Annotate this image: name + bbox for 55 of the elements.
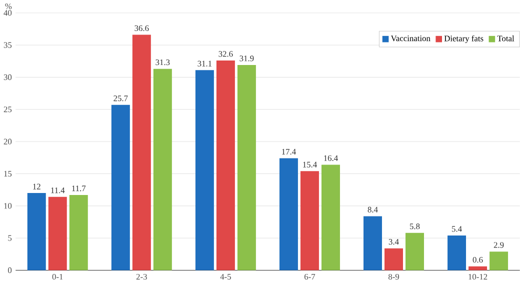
data-label: 25.7 bbox=[114, 95, 128, 102]
y-tick-label: 5 bbox=[8, 235, 12, 241]
legend-label: Vaccination bbox=[390, 35, 430, 42]
bar bbox=[132, 34, 151, 270]
bar bbox=[153, 68, 172, 270]
bar bbox=[468, 266, 488, 270]
y-tick-label: 25 bbox=[4, 106, 12, 112]
x-tick-label: 6-7 bbox=[304, 274, 316, 280]
bar bbox=[321, 164, 340, 270]
x-tick-label: 0-1 bbox=[52, 274, 63, 280]
bar bbox=[448, 235, 466, 270]
data-label: 0.6 bbox=[472, 256, 483, 263]
bar bbox=[364, 216, 382, 270]
y-axis-title: % bbox=[5, 3, 12, 10]
bar bbox=[490, 252, 508, 270]
x-tick-label: 2-3 bbox=[136, 274, 147, 280]
data-label: 5.8 bbox=[410, 223, 420, 230]
x-tick-label: 8-9 bbox=[388, 274, 400, 280]
y-tick-label: 40 bbox=[4, 10, 12, 16]
data-label: 31.1 bbox=[198, 60, 212, 66]
x-tick-label: 10-12 bbox=[468, 274, 488, 280]
data-label: 12 bbox=[33, 184, 40, 190]
data-label: 11.4 bbox=[51, 187, 65, 194]
bar bbox=[27, 192, 46, 270]
bar bbox=[48, 196, 67, 270]
data-label: 36.6 bbox=[134, 25, 149, 31]
bar bbox=[384, 248, 403, 270]
data-label: 15.4 bbox=[303, 162, 317, 168]
bar bbox=[111, 104, 130, 270]
bar bbox=[406, 232, 424, 270]
data-label: 11.7 bbox=[72, 186, 86, 192]
data-label: 2.9 bbox=[494, 242, 504, 248]
data-label: 8.4 bbox=[368, 206, 378, 212]
legend-label: Dietary fats bbox=[444, 35, 484, 43]
bar bbox=[69, 194, 88, 270]
y-tick-label: 0 bbox=[8, 267, 12, 274]
bar bbox=[237, 64, 256, 270]
data-label: 5.4 bbox=[452, 226, 462, 232]
bar bbox=[279, 158, 298, 270]
x-tick-label: 4-5 bbox=[220, 274, 231, 280]
data-label: 16.4 bbox=[324, 155, 338, 161]
bar bbox=[216, 60, 235, 270]
data-label: 32.6 bbox=[218, 51, 233, 57]
legend-label: Total bbox=[497, 35, 514, 42]
y-tick-label: 35 bbox=[4, 42, 12, 48]
y-tick-label: 15 bbox=[4, 170, 12, 176]
y-tick-label: 20 bbox=[4, 138, 12, 144]
data-label: 31.3 bbox=[156, 59, 170, 66]
data-label: 31.9 bbox=[240, 56, 254, 62]
y-tick-label: 10 bbox=[4, 203, 12, 209]
bar bbox=[195, 70, 214, 270]
bar bbox=[300, 171, 319, 270]
data-label: 3.4 bbox=[388, 238, 399, 245]
y-tick-label: 30 bbox=[4, 74, 12, 80]
data-label: 17.4 bbox=[282, 148, 296, 155]
